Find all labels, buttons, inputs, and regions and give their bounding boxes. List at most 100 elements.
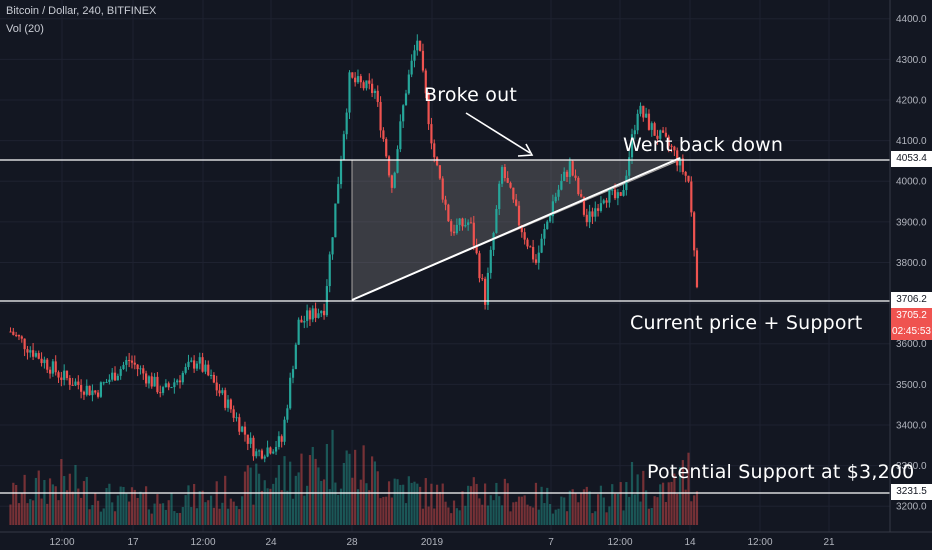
candle-body: [554, 196, 557, 202]
volume-bar: [260, 490, 264, 525]
volume-bar: [452, 500, 456, 525]
candle-body: [647, 113, 651, 130]
volume-bar: [616, 493, 619, 525]
candle-body: [176, 380, 179, 383]
candle-body: [263, 456, 266, 459]
candle-body: [96, 392, 100, 397]
candle-body: [209, 374, 213, 376]
candle-body: [636, 113, 639, 131]
candle-body: [320, 310, 323, 314]
volume-bars: [9, 429, 699, 525]
candle-body: [40, 358, 43, 364]
candle-body: [416, 40, 419, 51]
lower-support-price-tag: 3231.5: [891, 484, 932, 500]
candle-body: [17, 335, 21, 337]
candle-body: [676, 150, 679, 166]
candle-body: [286, 408, 289, 420]
candle-body: [362, 82, 365, 89]
candle-body: [509, 182, 512, 188]
ascending-trendline[interactable]: [351, 157, 681, 301]
candle-body: [450, 221, 453, 232]
candle-body: [359, 76, 362, 83]
candle-body: [252, 437, 255, 457]
candle-body: [60, 377, 63, 380]
candle-body: [478, 253, 481, 279]
candle-body: [486, 272, 490, 305]
candle-body: [419, 40, 422, 51]
volume-bar: [591, 513, 594, 525]
volume-bar: [190, 507, 193, 525]
volume-bar: [99, 511, 102, 525]
volume-bar: [193, 483, 196, 525]
volume-bar: [128, 501, 131, 525]
volume-bar: [334, 482, 337, 525]
volume-bar: [639, 501, 642, 525]
volume-bar: [280, 490, 283, 525]
candle-body: [639, 105, 642, 114]
candle-body: [387, 156, 391, 176]
volume-bar: [322, 479, 326, 525]
candle-body: [588, 211, 591, 223]
candle-body: [625, 175, 628, 191]
volume-bar: [500, 505, 504, 525]
candle-body: [308, 310, 312, 320]
candle-body: [283, 419, 286, 442]
candle-body: [537, 252, 540, 263]
price-axis[interactable]: 3200.03300.03400.03500.03600.03700.03800…: [896, 14, 927, 513]
candle-body: [255, 451, 258, 457]
candle-body: [161, 387, 165, 393]
volume-indicator-label[interactable]: Vol (20): [6, 23, 44, 35]
candle-body: [690, 181, 693, 213]
candle-body: [441, 178, 444, 200]
candle-body: [348, 72, 351, 113]
candle-body: [190, 360, 193, 362]
volume-bar: [532, 507, 535, 525]
candle-body: [687, 175, 690, 182]
volume-bar: [390, 497, 393, 525]
volume-bar: [512, 502, 515, 525]
volume-bar: [320, 480, 323, 525]
volume-bar: [376, 471, 379, 525]
candle-body: [407, 74, 410, 94]
volume-bar: [63, 476, 66, 525]
candle-body: [94, 390, 97, 393]
volume-bar: [503, 478, 506, 525]
candle-body: [461, 218, 464, 227]
candle-body: [145, 373, 148, 384]
candle-body: [181, 372, 184, 383]
candle-body: [565, 171, 569, 177]
volume-bar: [368, 490, 371, 525]
volume-bar: [215, 481, 218, 525]
candle-body: [645, 113, 648, 118]
volume-bar: [560, 496, 563, 525]
candle-body: [351, 72, 354, 78]
candle-body: [80, 385, 83, 392]
candle-body: [201, 357, 204, 372]
candle-body: [198, 357, 201, 364]
symbol-title[interactable]: Bitcoin / Dollar, 240, BITFINEX: [6, 5, 157, 17]
volume-bar: [393, 478, 396, 525]
volume-bar: [565, 511, 569, 525]
time-axis[interactable]: 12:00 17 12:00 24 28 2019 7 12:00 14 12:00 21: [49, 537, 835, 548]
candle-body: [48, 369, 52, 374]
candle-body: [526, 239, 529, 247]
volume-bar: [520, 496, 523, 525]
time-tick-label: 12:00: [190, 537, 215, 548]
volume-bar: [605, 512, 608, 525]
candle-body: [65, 370, 69, 379]
volume-bar: [467, 485, 470, 525]
candle-body: [695, 250, 699, 288]
candle-body: [484, 278, 487, 305]
candle-body: [108, 379, 111, 382]
volume-bar: [356, 489, 360, 525]
volume-bar: [60, 459, 63, 525]
candle-body: [289, 377, 292, 409]
candle-body: [221, 390, 224, 394]
candle-body: [46, 359, 49, 370]
volume-bar: [365, 483, 368, 525]
candle-body: [99, 382, 102, 397]
volume-bar: [571, 489, 574, 525]
volume-bar: [224, 475, 227, 525]
volume-bar: [229, 498, 232, 525]
